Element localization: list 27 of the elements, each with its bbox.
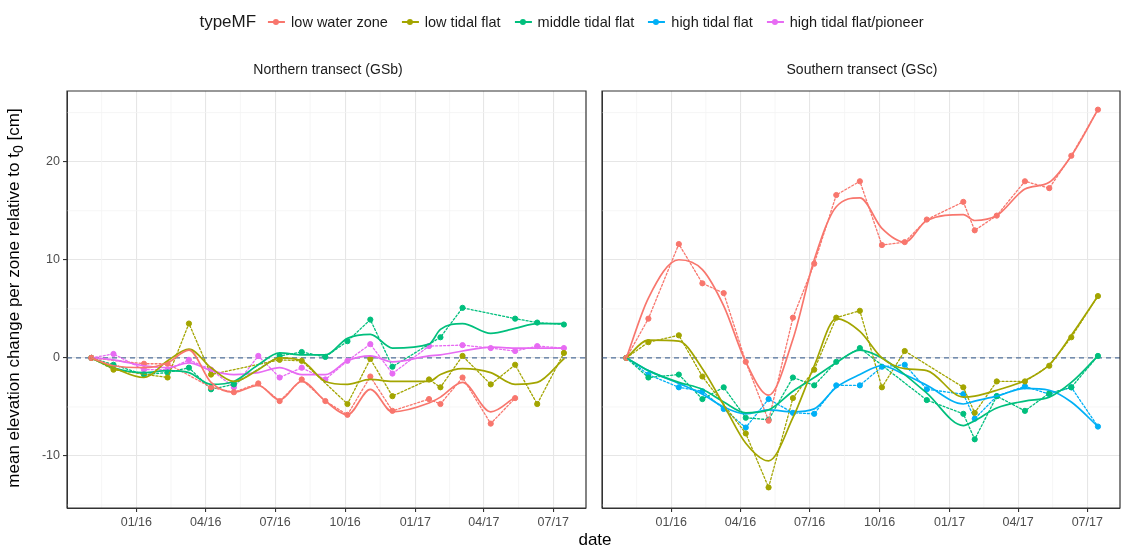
x-tick-label: 10/16 (329, 514, 361, 529)
y-tick-label: 20 (46, 154, 61, 169)
chart-title: Northern transect (GSb) (252, 61, 404, 77)
y-tick-label: 0 (53, 350, 61, 365)
x-tick-label: 07/16 (259, 514, 291, 529)
y-tick-label: -10 (41, 448, 61, 463)
legend-title: typeMF (199, 12, 257, 32)
chart-title: Southern transect (GSc) (785, 61, 939, 77)
y-tick-label: 10 (46, 252, 61, 267)
x-tick-label: 01/16 (655, 514, 687, 529)
legend-label: low water zone (291, 14, 388, 30)
x-tick-label: 01/17 (399, 514, 431, 529)
x-tick-label: 07/17 (1071, 514, 1103, 529)
x-axis-title: date (578, 530, 612, 550)
x-tick-label: 04/17 (1002, 514, 1034, 529)
legend-label: high tidal flat (671, 14, 753, 30)
x-tick-label: 01/17 (933, 514, 966, 529)
x-tick-label: 04/16 (724, 514, 757, 529)
x-tick-label: 01/16 (120, 514, 153, 529)
x-tick-label: 04/17 (468, 514, 500, 529)
x-tick-label: 04/16 (190, 514, 222, 529)
legend-label: high tidal flat/pioneer (789, 14, 924, 30)
x-tick-label: 07/17 (537, 514, 569, 529)
x-tick-label: 07/16 (794, 514, 826, 529)
x-tick-label: 10/16 (864, 514, 896, 529)
legend-label: low tidal flat (424, 14, 501, 30)
legend-label: middle tidal flat (537, 14, 635, 30)
